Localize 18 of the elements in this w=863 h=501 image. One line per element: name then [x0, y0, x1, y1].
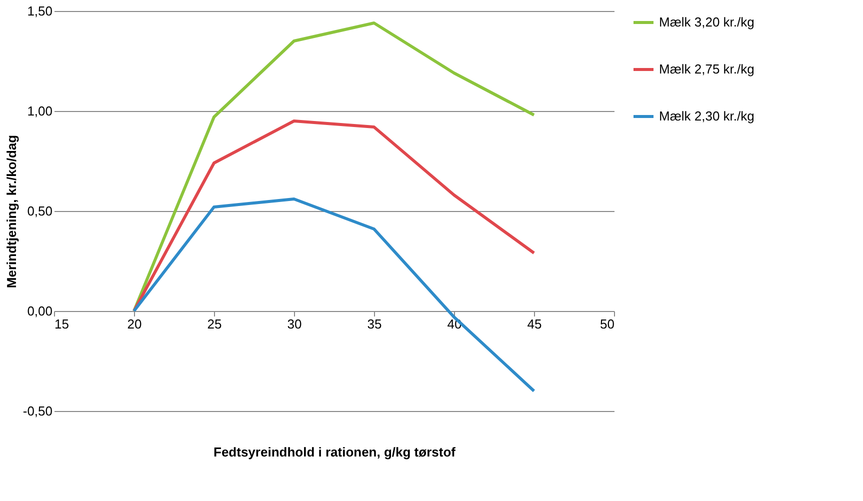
- line-series: [132, 120, 536, 312]
- x-tick-label: 45: [527, 316, 542, 332]
- x-tick-label: 50: [600, 316, 614, 332]
- x-axis-title: Fedtsyreindhold i rationen, g/kg tørstof: [214, 444, 456, 460]
- x-tick-label: 25: [207, 316, 222, 332]
- y-tick-label: 1,50: [27, 4, 52, 18]
- x-tick-label: 30: [287, 316, 302, 332]
- y-axis-title: Merindtjening, kr./ko/dag: [4, 134, 19, 288]
- y-tick-label: 0,00: [27, 304, 52, 318]
- x-tick-label: 35: [367, 316, 382, 332]
- y-tick-label: 1,00: [27, 104, 52, 118]
- y-tick-label: 0,50: [27, 204, 52, 218]
- legend-label: Mælk 2,30 kr./kg: [659, 108, 754, 124]
- x-tick-label: 15: [54, 316, 69, 332]
- y-tick-label: -0,50: [22, 404, 52, 418]
- legend-label: Mælk 3,20 kr./kg: [659, 14, 754, 30]
- legend-label: Mælk 2,75 kr./kg: [659, 62, 754, 76]
- x-tick-label: 20: [127, 316, 142, 332]
